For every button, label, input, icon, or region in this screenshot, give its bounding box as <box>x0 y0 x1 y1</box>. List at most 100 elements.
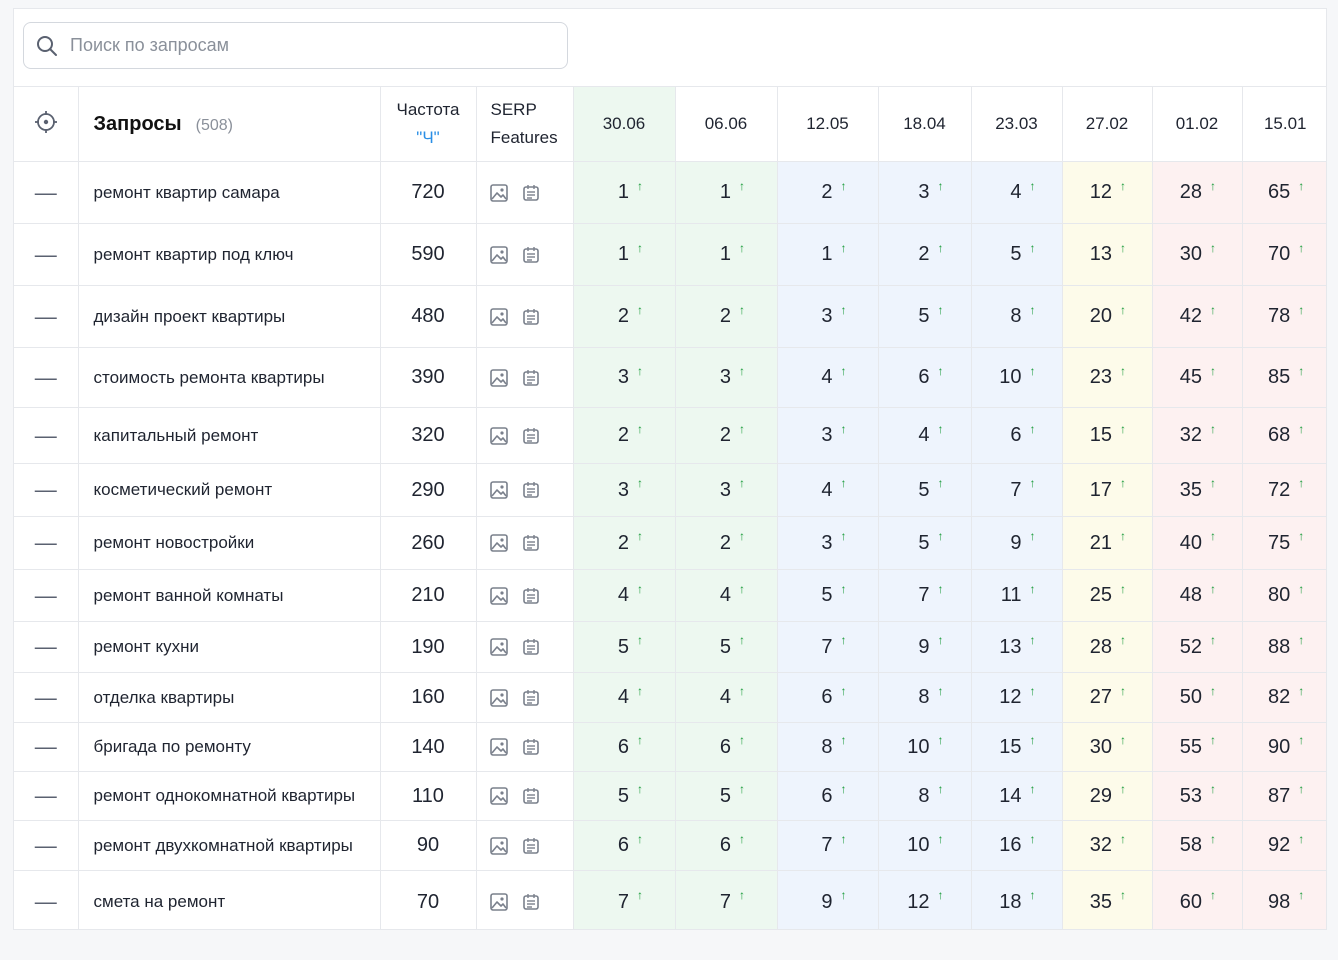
position-cell[interactable]: 78 ↑ <box>1242 285 1326 348</box>
table-row[interactable]: — ремонт квартир под ключ 590 1 ↑ 1 ↑ 1 ↑ 2 ↑ 5 ↑ 13 ↑… <box>14 223 1326 286</box>
position-cell[interactable]: 70 ↑ <box>1242 223 1326 286</box>
table-row[interactable]: — ремонт кухни 190 5 ↑ 5 ↑ 7 ↑ 9 ↑ 13 ↑ 28 ↑ 52 ↑ 88 ↑ <box>14 621 1326 673</box>
row-toggle[interactable]: — <box>14 771 79 821</box>
position-cell[interactable]: 14 ↑ <box>971 771 1063 821</box>
position-cell[interactable]: 5 ↑ <box>971 223 1063 286</box>
position-cell[interactable]: 3 ↑ <box>573 463 676 517</box>
image-icon[interactable] <box>489 533 509 553</box>
snippet-icon[interactable] <box>521 688 541 708</box>
position-cell[interactable]: 72 ↑ <box>1242 463 1326 517</box>
position-cell[interactable]: 10 ↑ <box>971 347 1063 408</box>
table-row[interactable]: — ремонт ванной комнаты 210 4 ↑ 4 ↑ 5 ↑ 7 ↑ 11 ↑ 25 ↑ 4… <box>14 569 1326 622</box>
query-cell[interactable]: отделка квартиры <box>78 672 381 723</box>
frequency-type[interactable]: "Ч" <box>416 128 440 147</box>
position-cell[interactable]: 35 ↑ <box>1152 463 1243 517</box>
image-icon[interactable] <box>489 586 509 606</box>
position-cell[interactable]: 28 ↑ <box>1062 621 1153 673</box>
snippet-icon[interactable] <box>521 586 541 606</box>
position-cell[interactable]: 15 ↑ <box>971 722 1063 772</box>
image-icon[interactable] <box>489 836 509 856</box>
position-cell[interactable]: 13 ↑ <box>1062 223 1153 286</box>
image-icon[interactable] <box>489 368 509 388</box>
select-all-cell[interactable] <box>14 87 79 162</box>
position-cell[interactable]: 32 ↑ <box>1152 407 1243 464</box>
table-row[interactable]: — ремонт однокомнатной квартиры 110 5 ↑ 5 ↑ 6 ↑ 8… <box>14 771 1326 821</box>
snippet-icon[interactable] <box>521 307 541 327</box>
search-input[interactable] <box>68 34 532 57</box>
snippet-icon[interactable] <box>521 480 541 500</box>
position-cell[interactable]: 20 ↑ <box>1062 285 1153 348</box>
image-icon[interactable] <box>489 307 509 327</box>
query-cell[interactable]: косметический ремонт <box>78 463 381 517</box>
position-cell[interactable]: 5 ↑ <box>777 569 879 622</box>
snippet-icon[interactable] <box>521 426 541 446</box>
position-cell[interactable]: 6 ↑ <box>573 820 676 871</box>
snippet-icon[interactable] <box>521 533 541 553</box>
dash-icon[interactable]: — <box>34 734 57 759</box>
table-row[interactable]: — ремонт двухкомнатной квартиры 90 6 ↑ 6 ↑ 7 ↑ 10… <box>14 820 1326 871</box>
position-cell[interactable]: 3 ↑ <box>777 516 879 570</box>
position-cell[interactable]: 2 ↑ <box>675 516 778 570</box>
image-icon[interactable] <box>489 480 509 500</box>
position-cell[interactable]: 5 ↑ <box>675 621 778 673</box>
position-cell[interactable]: 4 ↑ <box>971 161 1063 224</box>
position-cell[interactable]: 92 ↑ <box>1242 820 1326 871</box>
table-row[interactable]: — косметический ремонт 290 3 ↑ 3 ↑ 4 ↑ 5 ↑ 7 ↑ 17 ↑ 35 ↑… <box>14 463 1326 517</box>
position-cell[interactable]: 68 ↑ <box>1242 407 1326 464</box>
position-cell[interactable]: 50 ↑ <box>1152 672 1243 723</box>
position-cell[interactable]: 7 ↑ <box>878 569 972 622</box>
snippet-icon[interactable] <box>521 892 541 912</box>
date-column-header[interactable]: 18.04 <box>878 87 972 162</box>
query-cell[interactable]: бригада по ремонту <box>78 722 381 772</box>
position-cell[interactable]: 6 ↑ <box>777 771 879 821</box>
position-cell[interactable]: 5 ↑ <box>878 285 972 348</box>
image-icon[interactable] <box>489 688 509 708</box>
position-cell[interactable]: 10 ↑ <box>878 722 972 772</box>
position-cell[interactable]: 3 ↑ <box>777 407 879 464</box>
dash-icon[interactable]: — <box>34 241 57 267</box>
snippet-icon[interactable] <box>521 368 541 388</box>
position-cell[interactable]: 82 ↑ <box>1242 672 1326 723</box>
position-cell[interactable]: 90 ↑ <box>1242 722 1326 772</box>
date-column-header[interactable]: 15.01 <box>1242 87 1326 162</box>
position-cell[interactable]: 9 ↑ <box>777 870 879 929</box>
position-cell[interactable]: 4 ↑ <box>573 569 676 622</box>
table-row[interactable]: — отделка квартиры 160 4 ↑ 4 ↑ 6 ↑ 8 ↑ 12 ↑ 27 ↑ 50 ↑ 82 ↑ <box>14 672 1326 723</box>
position-cell[interactable]: 7 ↑ <box>573 870 676 929</box>
position-cell[interactable]: 30 ↑ <box>1152 223 1243 286</box>
table-row[interactable]: — смета на ремонт 70 7 ↑ 7 ↑ 9 ↑ 12 ↑ 18 ↑ 35 ↑ 60 ↑ 98 ↑ <box>14 870 1326 929</box>
search-box[interactable] <box>23 22 568 69</box>
position-cell[interactable]: 1 ↑ <box>573 161 676 224</box>
position-cell[interactable]: 10 ↑ <box>878 820 972 871</box>
position-cell[interactable]: 5 ↑ <box>878 463 972 517</box>
position-cell[interactable]: 5 ↑ <box>573 771 676 821</box>
position-cell[interactable]: 29 ↑ <box>1062 771 1153 821</box>
position-cell[interactable]: 85 ↑ <box>1242 347 1326 408</box>
position-cell[interactable]: 75 ↑ <box>1242 516 1326 570</box>
position-cell[interactable]: 35 ↑ <box>1062 870 1153 929</box>
position-cell[interactable]: 9 ↑ <box>971 516 1063 570</box>
position-cell[interactable]: 9 ↑ <box>878 621 972 673</box>
position-cell[interactable]: 40 ↑ <box>1152 516 1243 570</box>
position-cell[interactable]: 5 ↑ <box>573 621 676 673</box>
position-cell[interactable]: 4 ↑ <box>878 407 972 464</box>
position-cell[interactable]: 2 ↑ <box>573 407 676 464</box>
position-cell[interactable]: 7 ↑ <box>675 870 778 929</box>
position-cell[interactable]: 4 ↑ <box>573 672 676 723</box>
position-cell[interactable]: 8 ↑ <box>878 672 972 723</box>
dash-icon[interactable]: — <box>34 303 57 329</box>
image-icon[interactable] <box>489 737 509 757</box>
image-icon[interactable] <box>489 245 509 265</box>
position-cell[interactable]: 8 ↑ <box>777 722 879 772</box>
table-row[interactable]: — стоимость ремонта квартиры 390 3 ↑ 3 ↑ 4 ↑ 6 ↑ 10… <box>14 347 1326 408</box>
snippet-icon[interactable] <box>521 786 541 806</box>
position-cell[interactable]: 2 ↑ <box>573 285 676 348</box>
query-cell[interactable]: ремонт ванной комнаты <box>78 569 381 622</box>
position-cell[interactable]: 6 ↑ <box>573 722 676 772</box>
position-cell[interactable]: 27 ↑ <box>1062 672 1153 723</box>
frequency-column-header[interactable]: Частота "Ч" <box>380 87 477 162</box>
row-toggle[interactable]: — <box>14 161 79 224</box>
table-row[interactable]: — бригада по ремонту 140 6 ↑ 6 ↑ 8 ↑ 10 ↑ 15 ↑ 30 ↑ 55 ↑… <box>14 722 1326 772</box>
crosshair-icon[interactable] <box>34 110 58 134</box>
position-cell[interactable]: 52 ↑ <box>1152 621 1243 673</box>
